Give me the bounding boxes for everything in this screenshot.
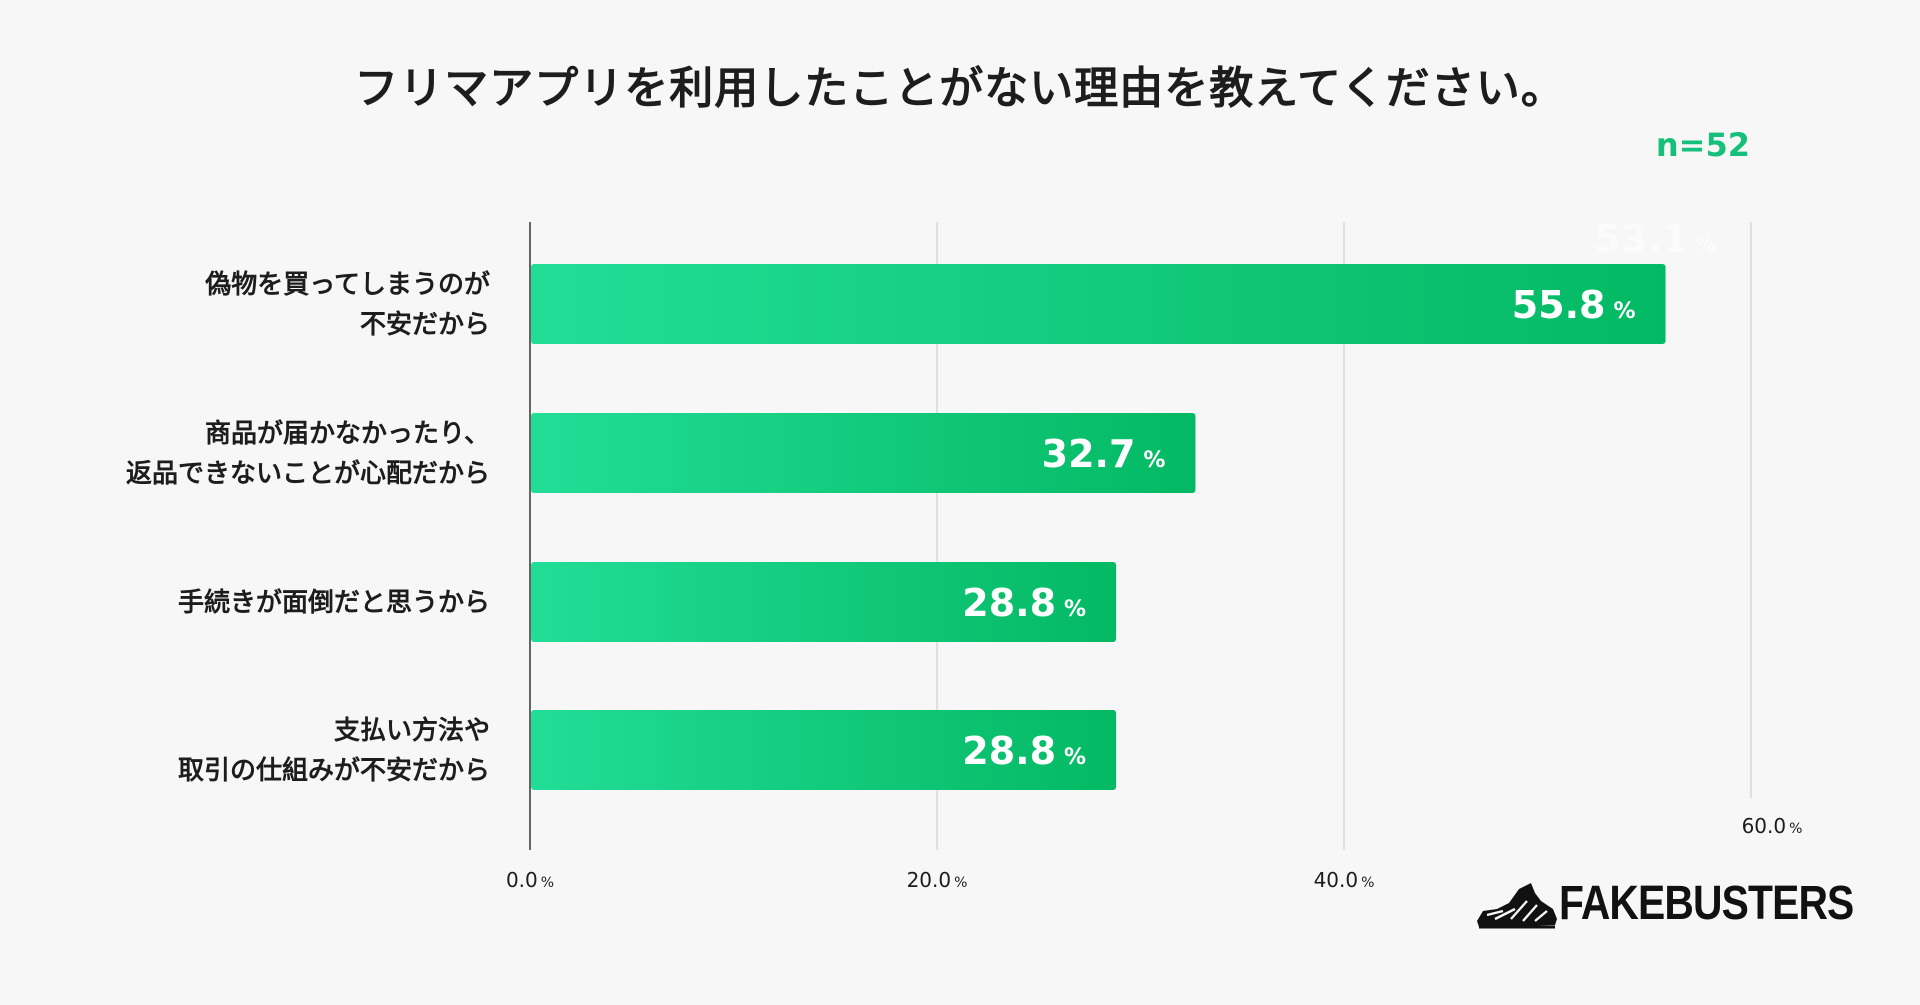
x-tick-label: 40.0% xyxy=(1314,868,1375,892)
category-label: 不安だから xyxy=(360,310,490,340)
category-label: 偽物を買ってしまうのが xyxy=(204,269,490,300)
category-label: 取引の仕組みが不安だから xyxy=(178,755,490,786)
bar-value-label: 55.8% xyxy=(1512,283,1636,327)
brand-logo: FAKEBUSTERS xyxy=(1475,875,1905,931)
category-label: 手続きが面倒だと思うから xyxy=(178,587,490,618)
bar-value-label: 28.8% xyxy=(962,581,1086,625)
ghost-value-label: 53.1% xyxy=(1595,217,1717,261)
bar xyxy=(531,413,1196,493)
bar xyxy=(531,264,1666,344)
brand-name: FAKEBUSTERS xyxy=(1559,876,1854,930)
bar-value-label: 32.7% xyxy=(1042,432,1166,476)
bar-value-label: 28.8% xyxy=(962,729,1086,773)
x-tick-label: 60.0% xyxy=(1742,814,1803,838)
x-tick-label: 20.0% xyxy=(907,868,968,892)
fakebusters-shoe-icon xyxy=(1477,883,1557,929)
x-tick-label: 0.0% xyxy=(506,868,554,892)
sample-size-label: n=52 xyxy=(1655,126,1750,164)
chart-title: フリマアプリを利用したことがない理由を教えてください。 xyxy=(354,63,1566,114)
bar xyxy=(531,710,1117,790)
bar xyxy=(531,562,1117,642)
category-label: 返品できないことが心配だから xyxy=(126,458,490,489)
category-label: 支払い方法や xyxy=(334,715,490,746)
category-label: 商品が届かなかったり、 xyxy=(205,418,490,449)
